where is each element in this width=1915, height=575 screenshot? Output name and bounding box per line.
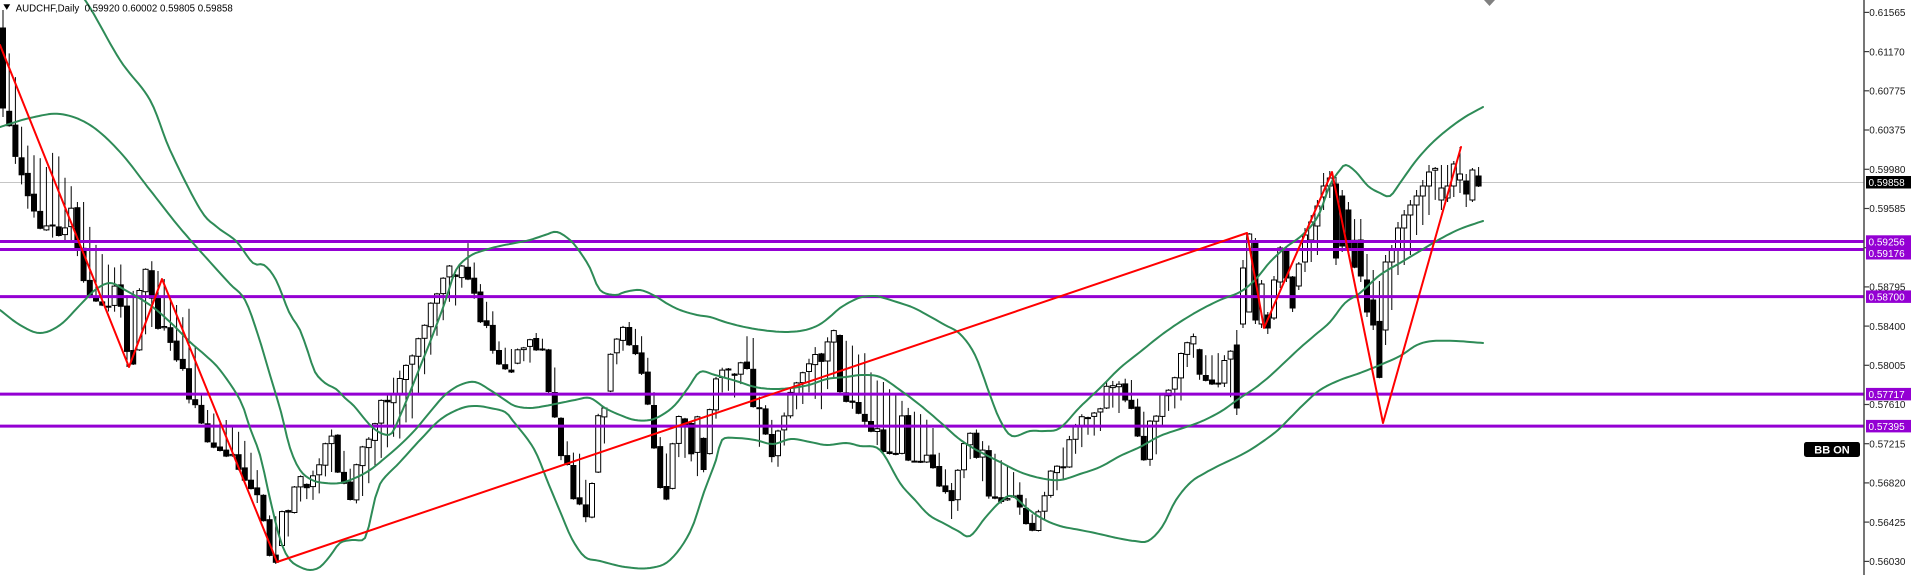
svg-text:0.56030: 0.56030 <box>1869 557 1906 568</box>
svg-text:BB ON: BB ON <box>1814 445 1850 457</box>
svg-text:0.61170: 0.61170 <box>1869 47 1905 58</box>
svg-text:0.57395: 0.57395 <box>1869 422 1906 433</box>
svg-text:0.58700: 0.58700 <box>1869 292 1906 303</box>
svg-text:0.58400: 0.58400 <box>1869 322 1906 333</box>
svg-text:0.59256: 0.59256 <box>1869 237 1906 248</box>
svg-text:0.57215: 0.57215 <box>1869 439 1906 450</box>
svg-text:0.56425: 0.56425 <box>1869 518 1906 529</box>
svg-text:0.61565: 0.61565 <box>1869 8 1906 19</box>
svg-text:0.59176: 0.59176 <box>1869 249 1906 260</box>
svg-text:AUDCHF,Daily 0.59920 0.60002: AUDCHF,Daily 0.59920 0.60002 0.59805 0.5… <box>16 3 233 14</box>
svg-text:0.59980: 0.59980 <box>1869 165 1906 176</box>
svg-text:0.57717: 0.57717 <box>1869 390 1906 401</box>
svg-text:0.58005: 0.58005 <box>1869 361 1906 372</box>
svg-text:0.56820: 0.56820 <box>1869 479 1906 490</box>
svg-text:0.57610: 0.57610 <box>1869 400 1906 411</box>
svg-text:0.60775: 0.60775 <box>1869 87 1906 98</box>
svg-text:0.59585: 0.59585 <box>1869 204 1906 215</box>
svg-text:0.59858: 0.59858 <box>1869 178 1906 189</box>
svg-text:0.58795: 0.58795 <box>1869 283 1906 294</box>
svg-text:0.60375: 0.60375 <box>1869 126 1906 137</box>
